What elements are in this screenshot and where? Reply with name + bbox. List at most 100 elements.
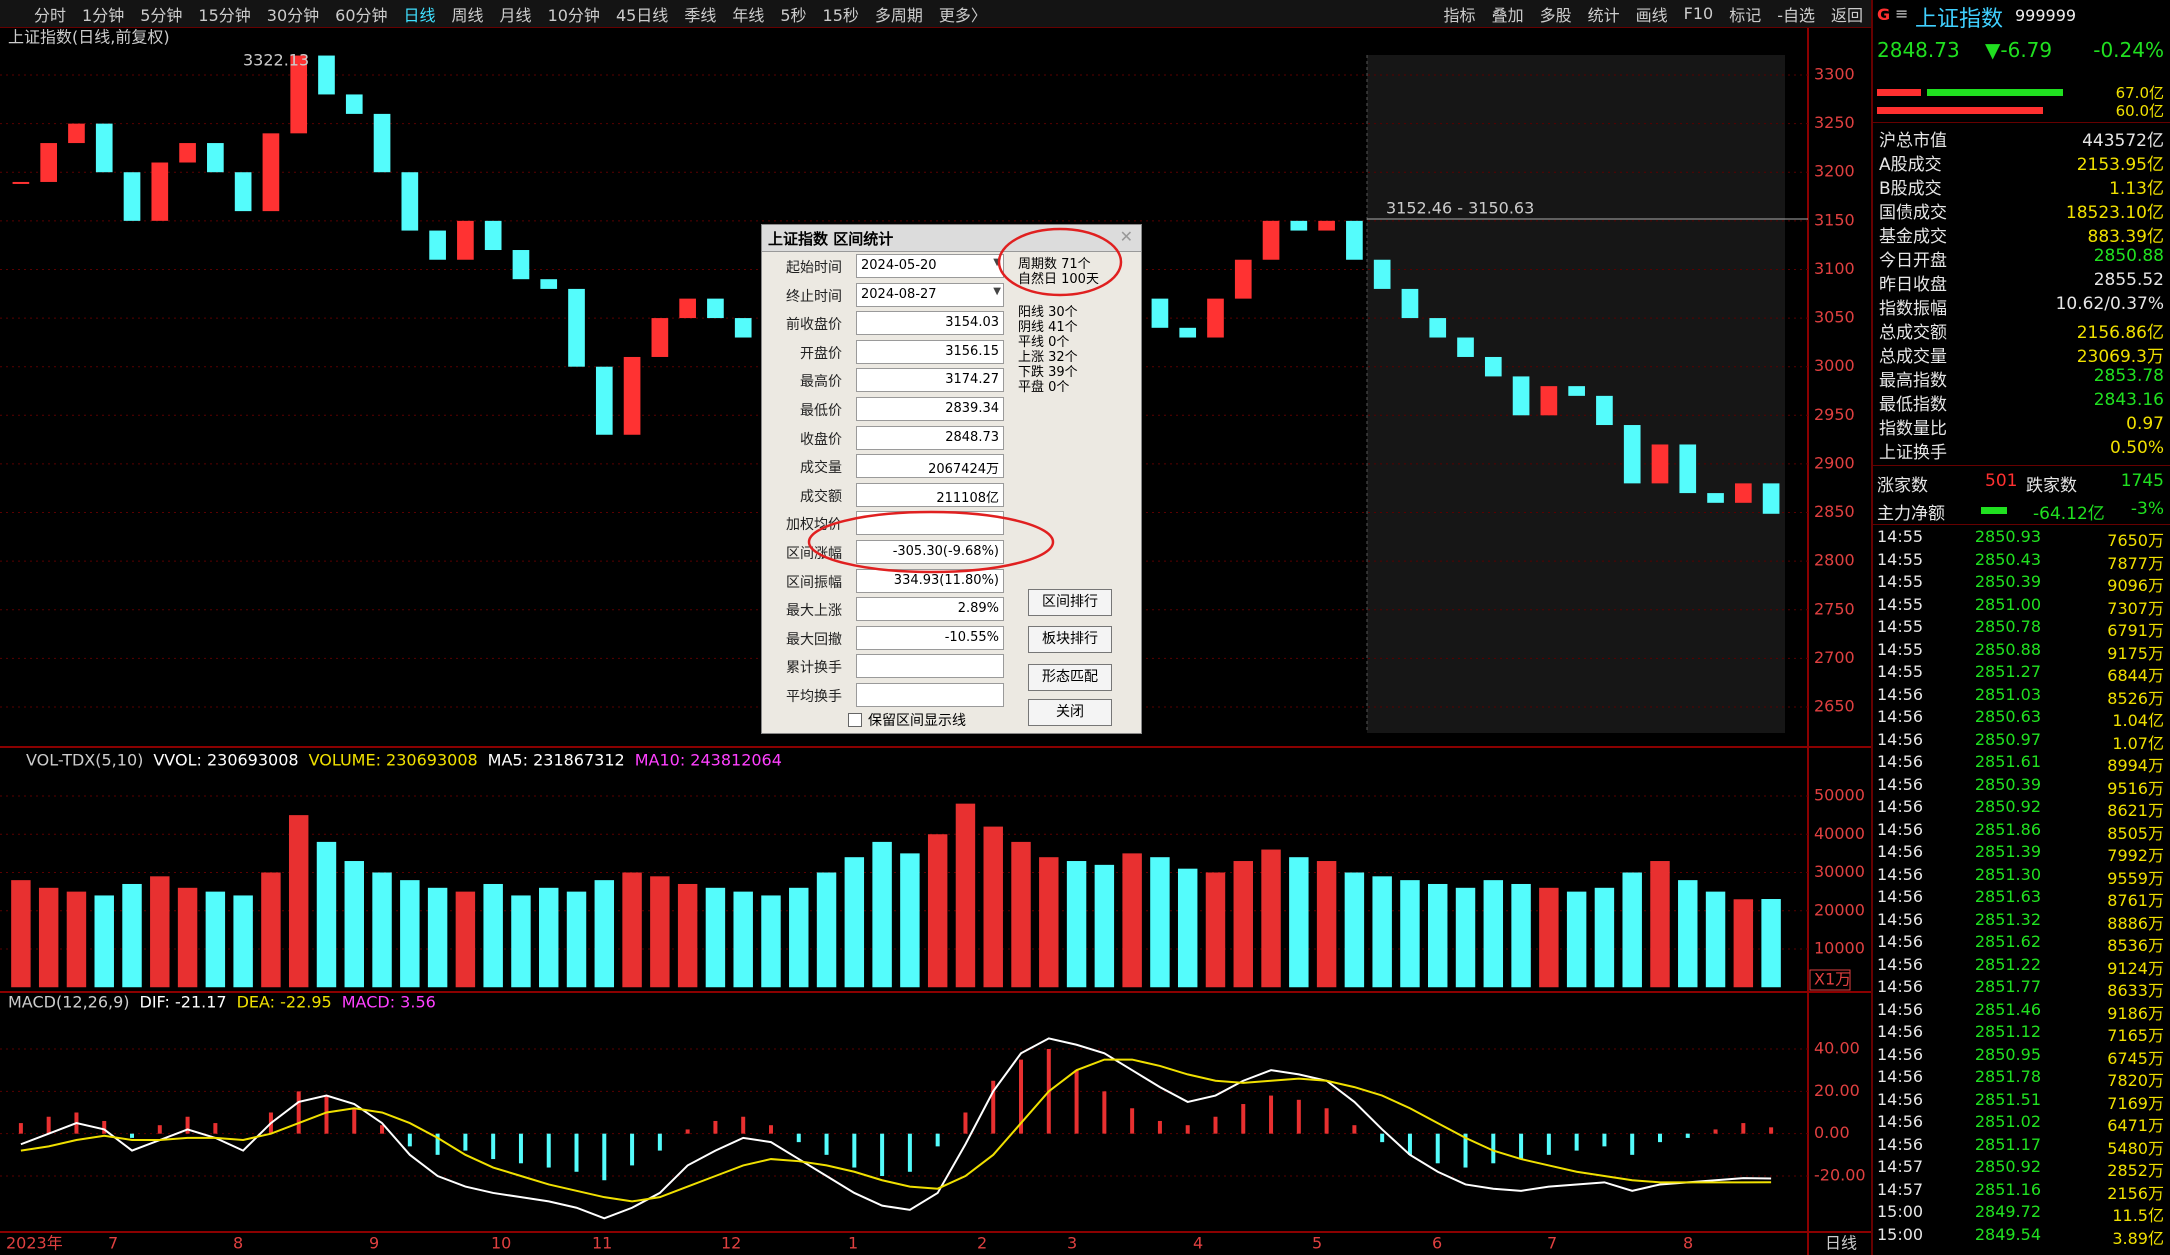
candle — [1623, 425, 1641, 484]
volume-bar — [566, 891, 587, 988]
tool-button[interactable]: -自选 — [1777, 5, 1815, 25]
period-tab[interactable]: 季线 — [684, 5, 717, 25]
volume-bar — [1761, 899, 1781, 988]
tick-price: 2850.88 — [1974, 639, 2041, 659]
tick-volume: 6471万 — [2107, 1116, 2164, 1135]
candle — [1373, 259, 1391, 289]
dropdown-arrow: ▼ — [993, 257, 1001, 268]
period-tab[interactable]: 1分钟 — [82, 5, 125, 25]
flow-pct: -3% — [2130, 499, 2164, 519]
period-tab[interactable]: 多周期 — [874, 5, 923, 25]
period-tab[interactable]: 45日线 — [615, 5, 669, 25]
price-tick-label: 3250 — [1814, 113, 1855, 132]
field-value: 2848.73 — [945, 429, 999, 445]
period-tab[interactable]: 分时 — [34, 5, 67, 25]
period-tab[interactable]: 5分钟 — [140, 5, 183, 25]
macd-tick-label: -20.00 — [1814, 1166, 1866, 1185]
field-value: -305.30(-9.68%) — [892, 544, 999, 559]
last-price: 2848.73 — [1877, 38, 1960, 62]
tick-time: 14:56 — [1877, 774, 1924, 794]
volume-bar — [900, 853, 920, 988]
tool-button[interactable]: 标记 — [1729, 5, 1762, 25]
volume-bar — [1094, 864, 1115, 988]
dialog-button[interactable]: 区间排行 — [1028, 589, 1112, 616]
tool-button[interactable]: F10 — [1683, 4, 1714, 23]
dialog-button[interactable]: 关闭 — [1028, 699, 1112, 726]
candle — [1762, 483, 1780, 514]
dialog-button[interactable]: 板块排行 — [1028, 626, 1112, 653]
stat-label: 昨日收盘 — [1879, 275, 1947, 295]
tool-button[interactable]: 画线 — [1635, 5, 1668, 25]
field-label: 最大回撤 — [786, 631, 842, 648]
period-tab[interactable]: 更多〉 — [938, 5, 987, 25]
tick-volume: 7307万 — [2107, 598, 2164, 618]
date-label: 12 — [721, 1234, 741, 1253]
volume-bar — [872, 841, 892, 988]
stat-value: 10.62/0.37% — [2055, 294, 2164, 314]
period-tab[interactable]: 30分钟 — [266, 5, 320, 25]
volume-bar — [205, 891, 226, 988]
volume-bar — [344, 861, 364, 988]
volume-bar — [1539, 887, 1559, 988]
volume-bar — [233, 895, 253, 988]
date-label: 8 — [233, 1234, 243, 1253]
period-tab[interactable]: 年线 — [732, 5, 765, 25]
tick-volume: 9096万 — [2107, 576, 2164, 595]
date-label: 10 — [491, 1234, 511, 1253]
candle — [1401, 288, 1419, 319]
candle — [1651, 444, 1669, 484]
dialog-button[interactable]: 形态匹配 — [1028, 664, 1112, 691]
candle — [95, 123, 113, 173]
field-box — [856, 511, 1004, 536]
candle — [1179, 327, 1197, 338]
period-tab[interactable]: 15分钟 — [198, 5, 251, 25]
date-label: 5 — [1312, 1234, 1322, 1253]
tool-button[interactable]: 多股 — [1539, 5, 1572, 25]
period-tab[interactable]: 月线 — [499, 5, 532, 25]
field-label: 加权均价 — [786, 517, 842, 534]
field-label: 区间振幅 — [786, 574, 842, 591]
period-tab[interactable]: 5秒 — [780, 5, 807, 25]
tool-button[interactable]: 统计 — [1587, 5, 1620, 25]
stat-label: 沪总市值 — [1879, 131, 1947, 151]
tool-button[interactable]: 指标 — [1443, 5, 1476, 25]
volume-bar — [11, 880, 31, 988]
field-value: 3156.15 — [945, 343, 999, 359]
tool-button[interactable]: 叠加 — [1491, 5, 1524, 25]
tool-button[interactable]: 返回 — [1830, 5, 1863, 25]
candle-stat: 阳线 30个 — [1018, 305, 1078, 320]
volume-bar — [594, 880, 615, 988]
volume-bar — [288, 815, 309, 988]
stat-value: 23069.3万 — [2076, 347, 2164, 367]
date-label: 7 — [108, 1234, 118, 1253]
candle — [1346, 220, 1363, 260]
field-value: 2067424万 — [928, 462, 999, 478]
volume-bar — [983, 826, 1003, 988]
candle — [1318, 220, 1335, 231]
tick-volume: 3.89亿 — [2112, 1228, 2164, 1248]
tick-volume: 7165万 — [2107, 1026, 2164, 1045]
separator — [1873, 524, 2170, 525]
tick-time: 14:56 — [1877, 954, 1924, 974]
field-box — [856, 683, 1004, 707]
tick-volume: 8886万 — [2107, 913, 2164, 933]
period-label: 日线 — [1825, 1234, 1857, 1253]
stat-value: 2855.52 — [2093, 270, 2164, 290]
tick-time: 14:56 — [1877, 999, 1924, 1019]
volume-bar — [38, 887, 59, 988]
checkbox[interactable] — [848, 713, 862, 727]
period-tab[interactable]: 日线 — [403, 5, 436, 25]
candle-stat: 上涨 32个 — [1018, 350, 1078, 365]
period-tab[interactable]: 周线 — [451, 5, 484, 25]
stat-value: 1.13亿 — [2109, 179, 2164, 199]
tick-price: 2850.39 — [1974, 572, 2041, 591]
tick-price: 2849.72 — [1974, 1202, 2041, 1221]
bar-label: 60.0亿 — [2115, 102, 2164, 120]
candle — [1457, 337, 1474, 357]
period-tab[interactable]: 15秒 — [822, 5, 859, 25]
stat-label: 基金成交 — [1879, 227, 1947, 247]
period-tab[interactable]: 10分钟 — [547, 5, 600, 25]
period-tab[interactable]: 60分钟 — [335, 5, 388, 25]
field-box: 2848.73 — [856, 425, 1004, 450]
macd-legend: DIF: -21.17 — [140, 993, 227, 1012]
